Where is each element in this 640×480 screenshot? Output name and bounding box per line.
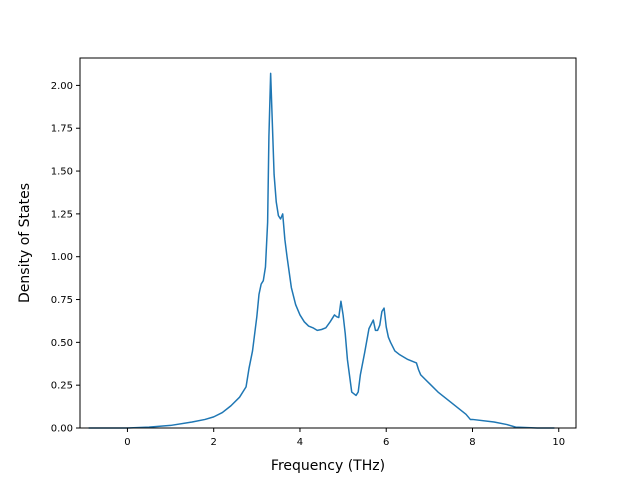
y-tick-label: 0.25 xyxy=(51,381,73,392)
plot-area xyxy=(88,72,555,429)
y-tick-label: 0.50 xyxy=(51,338,73,349)
y-tick-label: 1.00 xyxy=(51,252,73,263)
y-tick-label: 2.00 xyxy=(51,81,73,92)
x-tick-label: 10 xyxy=(552,437,565,448)
x-axis-label: Frequency (THz) xyxy=(271,458,385,474)
x-tick-label: 8 xyxy=(469,437,475,448)
dos-series-line-0 xyxy=(88,72,555,429)
y-tick-label: 1.75 xyxy=(51,124,73,135)
plot-background xyxy=(80,58,576,428)
x-tick-label: 6 xyxy=(383,437,389,448)
y-tick-label: 0.00 xyxy=(51,424,73,435)
x-tick-label: 0 xyxy=(124,437,130,448)
y-axis-label: Density of States xyxy=(17,183,33,303)
x-tick-label: 4 xyxy=(297,437,303,448)
plot-frame xyxy=(79,57,577,429)
x-tick-label: 2 xyxy=(211,437,217,448)
y-tick-label: 0.75 xyxy=(51,295,73,306)
y-axis: 0.00 0.25 0.50 0.75 1.00 1.25 1.50 1.75 2.00 xyxy=(51,81,80,435)
y-tick-label: 1.25 xyxy=(51,209,73,220)
y-tick-label: 1.50 xyxy=(51,167,73,178)
x-axis: 0 2 4 6 8 10 xyxy=(124,428,565,448)
